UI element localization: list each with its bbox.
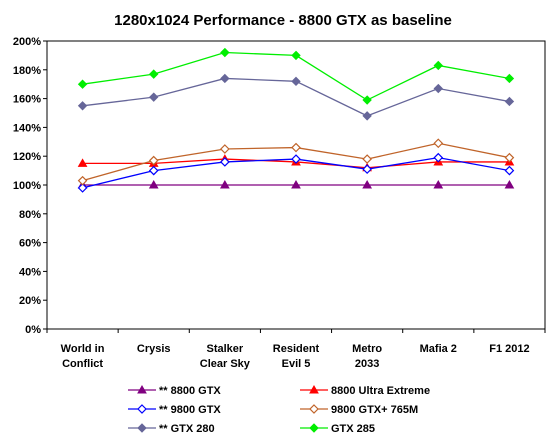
legend-marker	[137, 404, 147, 414]
data-point	[291, 154, 301, 164]
series-layer	[77, 47, 515, 193]
legend-label: 9800 GTX+ 765M	[331, 404, 418, 416]
data-point	[220, 157, 230, 167]
data-point	[504, 165, 515, 176]
data-point	[219, 179, 230, 189]
series-2	[77, 152, 515, 193]
data-point	[77, 158, 88, 167]
x-tick-label: Crysis	[137, 343, 171, 355]
series-5	[77, 47, 515, 105]
data-point	[220, 47, 230, 58]
data-point	[362, 154, 372, 164]
series-3	[77, 138, 515, 186]
data-point	[148, 179, 159, 189]
data-point	[362, 179, 373, 189]
data-point	[149, 69, 159, 79]
data-point	[504, 179, 515, 189]
legend-marker	[309, 384, 319, 394]
x-tick-label: Resident Evil 5	[273, 343, 320, 370]
data-point	[77, 175, 88, 186]
x-tick-label: F1 2012	[489, 343, 529, 355]
x-axis-ticks: World in Conflict Crysis Stalker Clear Sky Re…	[46, 329, 546, 370]
data-point	[220, 73, 230, 84]
data-point	[148, 165, 159, 176]
y-tick-label: 120%	[13, 151, 41, 163]
data-point	[77, 101, 88, 111]
data-point	[433, 179, 444, 189]
legend-label: 8800 Ultra Extreme	[331, 385, 430, 397]
y-tick-label: 80%	[19, 209, 41, 221]
data-point	[362, 95, 372, 105]
series-4	[77, 73, 515, 121]
y-tick-label: 160%	[13, 94, 41, 106]
legend-item: ** 9800 GTX	[128, 404, 221, 416]
y-axis-ticks: 0% 20% 40% 60% 80% 100% 120% 140% 160% 180% 200%	[13, 36, 47, 336]
y-tick-label: 100%	[13, 180, 41, 192]
legend-label: ** 9800 GTX	[159, 404, 221, 416]
data-point	[291, 50, 301, 61]
data-point	[504, 152, 515, 163]
legend-label: ** GTX 280	[159, 423, 215, 435]
legend-marker	[137, 384, 147, 394]
data-point	[220, 144, 230, 154]
data-point	[362, 111, 372, 121]
data-point	[77, 183, 88, 193]
x-tick-label: World in Conflict	[61, 343, 105, 370]
legend: ** 8800 GTX 8800 Ultra Extreme ** 9800 GTX…	[128, 384, 430, 435]
data-point	[433, 60, 443, 71]
data-point	[148, 155, 159, 166]
legend-item: GTX 285	[300, 423, 375, 435]
legend-marker	[309, 423, 319, 433]
data-point	[504, 73, 515, 84]
data-point	[149, 92, 159, 102]
x-tick-label: Stalker Clear Sky	[200, 343, 251, 370]
chart-title: 1280x1024 Performance - 8800 GTX as base…	[114, 12, 452, 29]
legend-item: ** 8800 GTX	[128, 384, 221, 397]
y-tick-label: 140%	[13, 122, 41, 134]
y-tick-label: 40%	[19, 266, 41, 278]
data-point	[433, 138, 444, 149]
legend-item: 8800 Ultra Extreme	[300, 384, 430, 397]
legend-item: ** GTX 280	[128, 423, 215, 435]
data-point	[362, 164, 372, 175]
legend-label: GTX 285	[331, 423, 375, 435]
x-tick-label: Mafia 2	[420, 343, 457, 355]
legend-item: 9800 GTX+ 765M	[300, 404, 418, 416]
data-point	[433, 152, 444, 163]
data-point	[504, 96, 515, 107]
legend-label: ** 8800 GTX	[159, 385, 221, 397]
y-tick-label: 180%	[13, 65, 41, 77]
y-tick-label: 60%	[19, 238, 41, 250]
y-tick-label: 200%	[13, 36, 41, 48]
x-tick-label: Metro 2033	[352, 343, 382, 370]
y-tick-label: 20%	[19, 295, 41, 307]
data-point	[77, 79, 88, 89]
data-point	[291, 142, 301, 153]
data-point	[291, 179, 301, 189]
data-point	[291, 76, 301, 87]
y-tick-label: 0%	[25, 324, 41, 336]
data-point	[433, 83, 443, 94]
legend-marker	[309, 404, 319, 414]
legend-marker	[137, 423, 147, 433]
